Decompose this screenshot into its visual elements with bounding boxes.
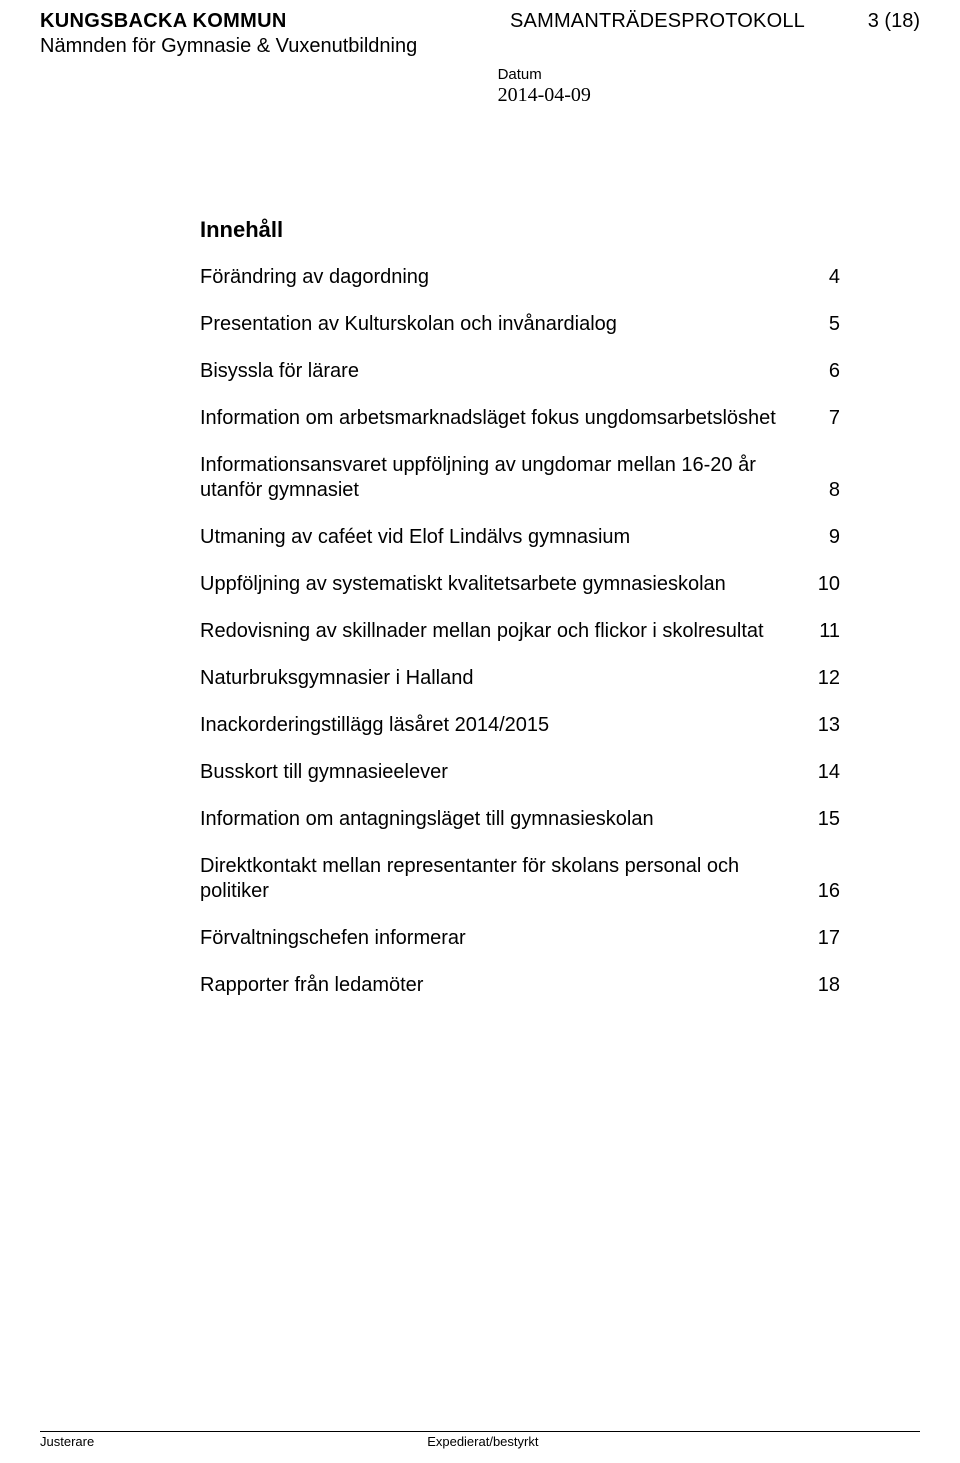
toc-row: Förvaltningschefen informerar 17 — [200, 926, 840, 951]
toc-item-label: Utmaning av caféet vid Elof Lindälvs gym… — [200, 525, 810, 550]
toc-item-page: 6 — [810, 359, 840, 384]
toc-row: Bisyssla för lärare 6 — [200, 359, 840, 384]
toc-row: Inackorderingstillägg läsåret 2014/2015 … — [200, 713, 840, 738]
toc-item-page: 4 — [810, 265, 840, 290]
header-right: SAMMANTRÄDESPROTOKOLL 3 (18) — [480, 10, 920, 33]
toc-item-page: 17 — [810, 926, 840, 951]
toc-item-page: 14 — [810, 760, 840, 785]
footer-left-label: Justerare — [40, 1434, 427, 1449]
toc-item-label: Information om antagningsläget till gymn… — [200, 807, 810, 832]
toc-title: Innehåll — [200, 217, 840, 243]
toc-item-label: Informationsansvaret uppföljning av ungd… — [200, 453, 810, 503]
toc-row: Informationsansvaret uppföljning av ungd… — [200, 453, 840, 503]
toc-item-label: Direktkontakt mellan representanter för … — [200, 854, 810, 904]
date-value: 2014-04-09 — [498, 84, 920, 107]
toc-item-page: 18 — [810, 973, 840, 998]
toc-row: Utmaning av caféet vid Elof Lindälvs gym… — [200, 525, 840, 550]
header-left: KUNGSBACKA KOMMUN Nämnden för Gymnasie &… — [40, 10, 480, 58]
toc-item-page: 12 — [810, 666, 840, 691]
toc-item-label: Förändring av dagordning — [200, 265, 810, 290]
toc-item-label: Busskort till gymnasieelever — [200, 760, 810, 785]
toc-row: Direktkontakt mellan representanter för … — [200, 854, 840, 904]
date-block: Datum 2014-04-09 — [498, 66, 920, 107]
toc-row: Naturbruksgymnasier i Halland 12 — [200, 666, 840, 691]
toc-row: Rapporter från ledamöter 18 — [200, 973, 840, 998]
toc-item-page: 9 — [810, 525, 840, 550]
toc-item-page: 8 — [810, 478, 840, 503]
toc-item-label: Information om arbetsmarknadsläget fokus… — [200, 406, 810, 431]
header-row: KUNGSBACKA KOMMUN Nämnden för Gymnasie &… — [40, 10, 920, 58]
toc-item-label: Bisyssla för lärare — [200, 359, 810, 384]
toc-item-page: 15 — [810, 807, 840, 832]
footer: Justerare Expedierat/bestyrkt — [40, 1431, 920, 1449]
document-type: SAMMANTRÄDESPROTOKOLL — [510, 10, 805, 33]
date-label: Datum — [498, 66, 920, 83]
toc-item-label: Inackorderingstillägg läsåret 2014/2015 — [200, 713, 810, 738]
toc-item-page: 13 — [810, 713, 840, 738]
toc-row: Redovisning av skillnader mellan pojkar … — [200, 619, 840, 644]
toc-item-page: 16 — [810, 879, 840, 904]
toc-item-label: Redovisning av skillnader mellan pojkar … — [200, 619, 810, 644]
toc-item-label: Förvaltningschefen informerar — [200, 926, 810, 951]
toc-item-page: 5 — [810, 312, 840, 337]
toc-item-label: Naturbruksgymnasier i Halland — [200, 666, 810, 691]
toc-row: Busskort till gymnasieelever 14 — [200, 760, 840, 785]
toc-item-page: 10 — [810, 572, 840, 597]
toc-row: Förändring av dagordning 4 — [200, 265, 840, 290]
department-name: Nämnden för Gymnasie & Vuxenutbildning — [40, 35, 480, 58]
footer-right-label: Expedierat/bestyrkt — [427, 1434, 920, 1449]
toc-row: Information om arbetsmarknadsläget fokus… — [200, 406, 840, 431]
toc-item-page: 11 — [810, 619, 840, 644]
page: KUNGSBACKA KOMMUN Nämnden för Gymnasie &… — [0, 0, 960, 1463]
toc-row: Information om antagningsläget till gymn… — [200, 807, 840, 832]
toc-item-label: Presentation av Kulturskolan och invånar… — [200, 312, 810, 337]
toc-item-label: Uppföljning av systematiskt kvalitetsarb… — [200, 572, 810, 597]
toc-row: Uppföljning av systematiskt kvalitetsarb… — [200, 572, 840, 597]
toc-item-label: Rapporter från ledamöter — [200, 973, 810, 998]
toc-row: Presentation av Kulturskolan och invånar… — [200, 312, 840, 337]
content-area: Innehåll Förändring av dagordning 4 Pres… — [200, 217, 840, 998]
organization-name: KUNGSBACKA KOMMUN — [40, 10, 480, 33]
page-number: 3 (18) — [868, 10, 920, 33]
toc-item-page: 7 — [810, 406, 840, 431]
